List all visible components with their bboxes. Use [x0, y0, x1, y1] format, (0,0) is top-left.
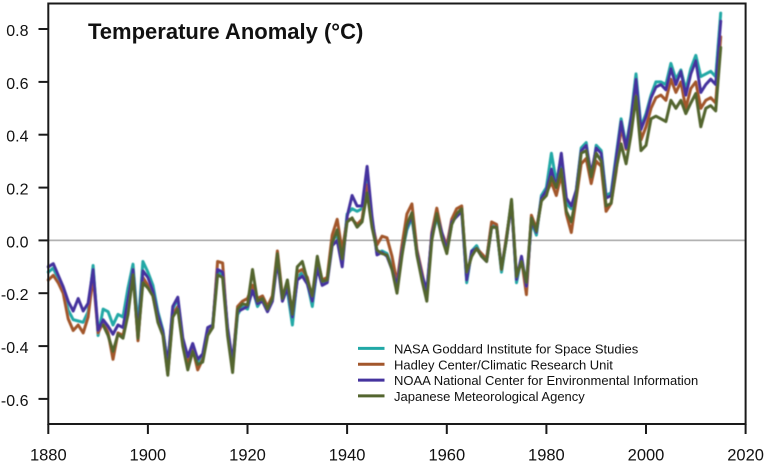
svg-text:0.8: 0.8 [6, 23, 28, 40]
svg-text:0.6: 0.6 [6, 76, 28, 93]
svg-text:1920: 1920 [229, 447, 266, 465]
svg-text:0.4: 0.4 [6, 129, 28, 146]
svg-text:-0.6: -0.6 [1, 393, 29, 410]
svg-text:1880: 1880 [30, 447, 67, 465]
svg-text:Hadley Center/Climatic Researc: Hadley Center/Climatic Research Unit [394, 357, 613, 372]
svg-text:1960: 1960 [428, 447, 465, 465]
svg-text:0.2: 0.2 [6, 182, 28, 199]
svg-text:NASA Goddard Institute for Spa: NASA Goddard Institute for Space Studies [394, 342, 639, 357]
svg-text:1900: 1900 [130, 447, 167, 465]
svg-text:2020: 2020 [727, 447, 764, 465]
svg-text:NOAA National Center for Envir: NOAA National Center for Environmental I… [394, 373, 698, 388]
svg-text:2000: 2000 [628, 447, 665, 465]
svg-text:-0.4: -0.4 [1, 340, 29, 357]
svg-text:Temperature Anomaly (°C): Temperature Anomaly (°C) [88, 19, 363, 44]
svg-text:1980: 1980 [528, 447, 565, 465]
svg-text:-0.2: -0.2 [1, 287, 29, 304]
svg-text:Japanese Meteorological Agency: Japanese Meteorological Agency [394, 389, 585, 404]
svg-text:1940: 1940 [329, 447, 366, 465]
svg-text:0.0: 0.0 [6, 234, 28, 251]
